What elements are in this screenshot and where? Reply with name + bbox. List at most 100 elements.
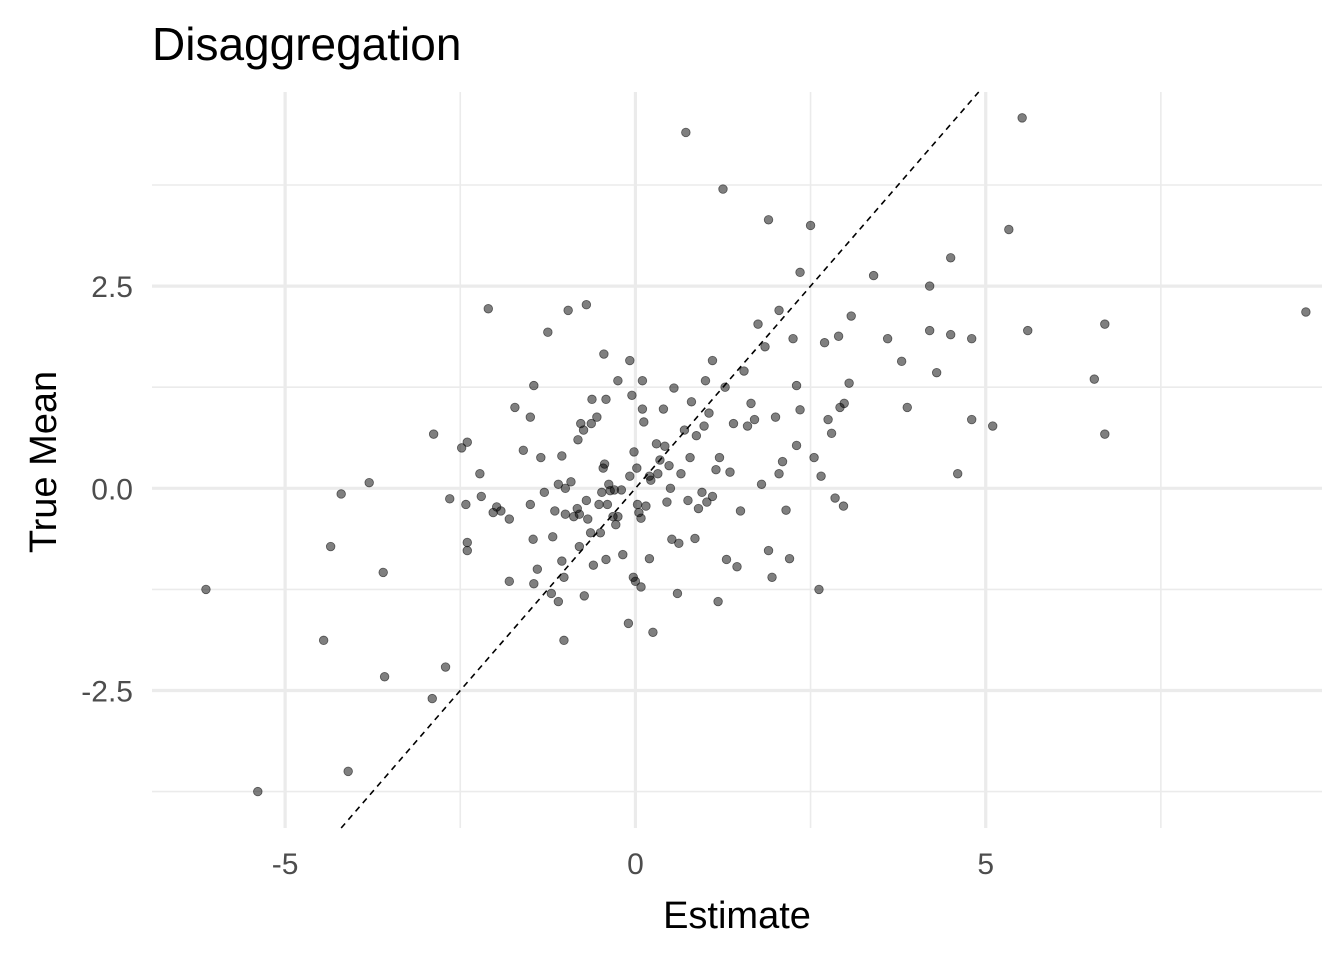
- data-point: [587, 394, 597, 405]
- data-point: [601, 394, 611, 405]
- data-point: [595, 528, 606, 538]
- data-point: [770, 412, 781, 422]
- data-point: [476, 491, 486, 502]
- data-point: [767, 572, 777, 582]
- data-point: [1100, 319, 1110, 329]
- data-point: [641, 501, 651, 511]
- data-point: [648, 627, 658, 637]
- data-point: [325, 541, 336, 552]
- data-point: [644, 553, 655, 564]
- data-point: [445, 494, 455, 504]
- data-point: [660, 441, 670, 451]
- data-point: [718, 184, 728, 194]
- data-points: [201, 113, 1311, 797]
- data-point: [784, 553, 795, 564]
- data-point: [924, 325, 935, 336]
- data-point: [674, 538, 684, 549]
- data-point: [777, 456, 788, 467]
- data-point: [586, 418, 596, 429]
- data-point: [550, 506, 560, 516]
- data-point: [539, 487, 550, 498]
- data-point: [637, 404, 648, 414]
- y-tick-label: -2.5: [81, 676, 133, 709]
- data-point: [557, 556, 567, 566]
- data-point: [553, 596, 564, 607]
- data-point: [823, 414, 833, 425]
- data-point: [597, 487, 607, 498]
- data-point: [364, 477, 374, 488]
- data-point: [653, 469, 663, 479]
- data-point: [1301, 307, 1311, 317]
- data-point: [1023, 325, 1033, 336]
- x-axis-title: Estimate: [663, 895, 811, 937]
- data-point: [791, 380, 802, 391]
- data-point: [440, 662, 451, 672]
- data-point: [690, 533, 700, 544]
- data-point: [693, 503, 704, 514]
- data-point: [763, 545, 774, 556]
- data-point: [697, 487, 707, 498]
- data-point: [774, 469, 784, 479]
- data-point: [967, 333, 977, 344]
- data-point: [525, 499, 536, 510]
- data-point: [532, 564, 543, 574]
- data-point: [691, 431, 702, 441]
- data-point: [788, 333, 798, 344]
- data-point: [528, 534, 538, 544]
- data-point: [639, 417, 649, 427]
- data-point: [504, 576, 515, 587]
- data-point: [560, 483, 571, 494]
- data-point: [566, 477, 576, 487]
- data-point: [456, 443, 467, 453]
- data-point: [819, 338, 830, 348]
- data-point: [629, 447, 639, 457]
- data-point: [253, 786, 263, 797]
- data-point: [461, 499, 471, 510]
- data-point: [553, 479, 564, 489]
- data-point: [579, 591, 589, 601]
- data-point: [676, 469, 686, 479]
- data-point: [711, 465, 721, 475]
- data-point: [592, 412, 602, 422]
- data-point: [581, 495, 592, 506]
- data-point: [428, 429, 439, 439]
- minor-gridlines: [152, 92, 1322, 828]
- major-gridlines: [152, 92, 1322, 828]
- chart-title: Disaggregation: [152, 18, 461, 70]
- data-point: [483, 304, 493, 314]
- data-point: [662, 497, 672, 507]
- data-point: [781, 505, 791, 515]
- data-point: [704, 408, 714, 418]
- data-point: [611, 520, 621, 530]
- data-point: [536, 452, 546, 463]
- data-point: [496, 506, 506, 516]
- data-point: [616, 485, 627, 495]
- data-point: [573, 435, 583, 445]
- data-point: [702, 497, 712, 507]
- data-point: [760, 342, 770, 352]
- data-point: [462, 437, 472, 447]
- data-point: [902, 402, 912, 413]
- data-point: [644, 471, 655, 481]
- data-point: [658, 404, 669, 414]
- data-point: [559, 635, 569, 646]
- data-point: [816, 471, 826, 481]
- data-point: [672, 588, 683, 599]
- data-point: [844, 378, 854, 388]
- data-point: [826, 428, 837, 439]
- data-point: [967, 414, 977, 425]
- data-point: [636, 582, 646, 592]
- data-point: [952, 469, 963, 479]
- data-point: [378, 567, 388, 578]
- data-point: [791, 440, 802, 451]
- data-point: [585, 528, 596, 538]
- data-point: [945, 329, 956, 340]
- data-point: [725, 467, 735, 477]
- data-point: [525, 412, 536, 422]
- data-point: [805, 220, 816, 231]
- data-point: [613, 376, 623, 386]
- data-point: [868, 270, 879, 281]
- data-point: [518, 445, 529, 455]
- data-point: [379, 672, 390, 682]
- data-point: [756, 479, 767, 489]
